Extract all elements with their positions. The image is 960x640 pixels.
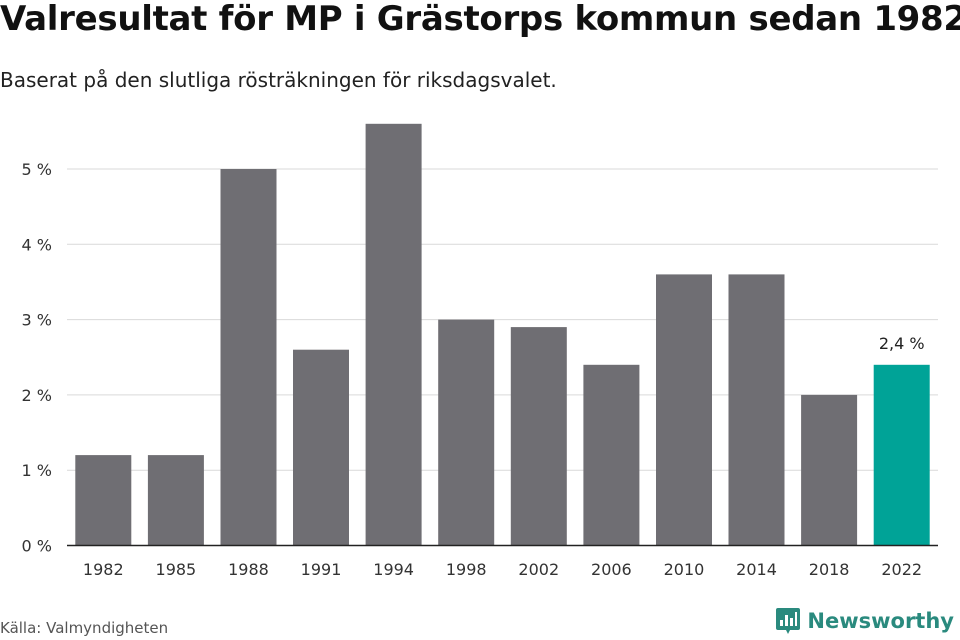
- newsworthy-logo-icon: [776, 608, 801, 634]
- x-tick-label: 1982: [83, 560, 124, 579]
- y-tick-label: 2 %: [22, 386, 52, 405]
- x-tick-label: 2006: [591, 560, 632, 579]
- x-tick-label: 2002: [518, 560, 559, 579]
- y-tick-label: 0 %: [22, 537, 52, 556]
- x-tick-label: 2022: [881, 560, 922, 579]
- bar-1994: [365, 123, 422, 546]
- x-tick-label: 2014: [736, 560, 777, 579]
- bar-1985: [147, 455, 204, 546]
- y-tick-label: 1 %: [22, 461, 52, 480]
- x-tick-label: 1988: [228, 560, 269, 579]
- bar-1982: [75, 455, 132, 546]
- y-tick-label: 5 %: [22, 160, 52, 179]
- x-tick-label: 1994: [373, 560, 414, 579]
- source-note: Källa: Valmyndigheten: [0, 619, 169, 637]
- x-tick-label: 1985: [156, 560, 197, 579]
- bar-2014: [728, 274, 785, 546]
- bar-2002: [510, 327, 567, 546]
- bar-2022: [873, 364, 930, 546]
- x-tick-label: 2018: [809, 560, 850, 579]
- chart-subtitle: Baserat på den slutliga rösträkningen fö…: [0, 68, 557, 92]
- y-tick-label: 3 %: [22, 311, 52, 330]
- data-label: 2,4 %: [879, 334, 925, 353]
- bar-2006: [583, 364, 640, 546]
- chart-title: Valresultat för MP i Grästorps kommun se…: [0, 0, 960, 39]
- bar-chart: 0 % 1 % 2 % 3 % 4 % 5 % 1982 1985 1988 1991 1994 19…: [22, 123, 938, 579]
- bar-1988: [220, 169, 277, 546]
- bar-2010: [656, 274, 712, 546]
- bar-1998: [438, 319, 495, 546]
- x-tick-label: 1998: [446, 560, 487, 579]
- x-tick-label: 1991: [301, 560, 342, 579]
- x-tick-label: 2010: [664, 560, 705, 579]
- brand-name: Newsworthy: [807, 609, 954, 633]
- bar-2018: [801, 394, 858, 546]
- bar-1991: [293, 349, 349, 546]
- brand-logo: Newsworthy: [775, 606, 954, 636]
- y-tick-label: 4 %: [22, 235, 52, 254]
